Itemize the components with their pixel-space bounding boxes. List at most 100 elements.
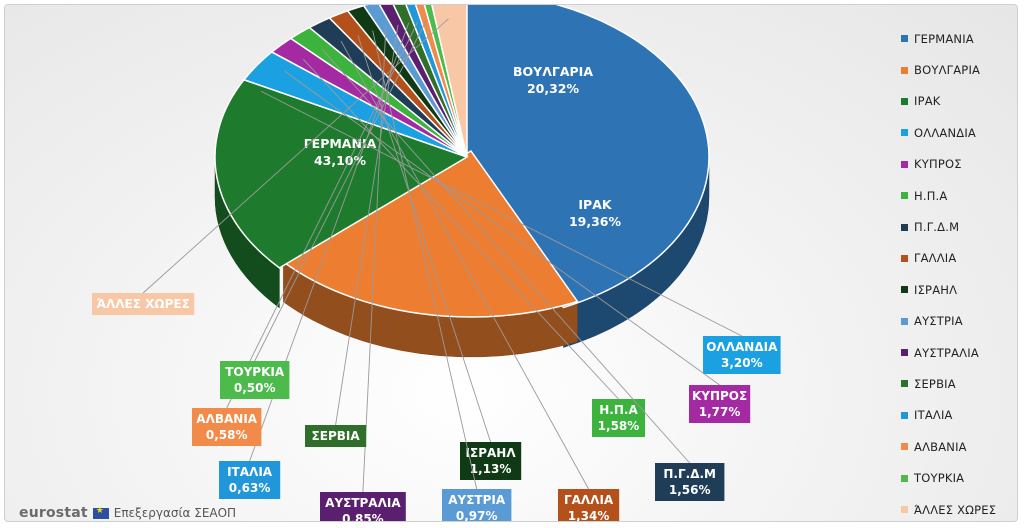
legend-label: ΑΥΣΤΡΑΛΙΑ bbox=[914, 345, 979, 360]
legend-item-π.γ.δ.μ[interactable]: Π.Γ.Δ.Μ bbox=[901, 211, 1017, 242]
legend-label: ΙΡΑΚ bbox=[914, 94, 941, 109]
footer: eurostat Επεξεργασία ΣΕΑΟΠ bbox=[19, 505, 236, 521]
callout-label-σερβια: ΣΕΡΒΙΑ bbox=[312, 429, 361, 443]
legend-item-γαλλια[interactable]: ΓΑΛΛΙΑ bbox=[901, 243, 1017, 274]
callout-value-τουρκια: 0,50% bbox=[234, 381, 276, 395]
pie-chart: ΓΕΡΜΑΝΙΑ43,10%ΒΟΥΛΓΑΡΙΑ20,32%ΙΡΑΚ19,36%Ο… bbox=[92, 5, 781, 522]
legend-item-άλλες χωρες[interactable]: ΆΛΛΕΣ ΧΩΡΕΣ bbox=[901, 494, 1017, 521]
callout-label-ιταλια: ΙΤΑΛΙΑ bbox=[227, 465, 273, 479]
callout-label-γαλλια: ΓΑΛΛΙΑ bbox=[564, 493, 614, 507]
callout-box-άλλες χωρες bbox=[92, 293, 195, 315]
pie-slice-αυστρια[interactable] bbox=[362, 5, 468, 158]
legend-item-αυστραλια[interactable]: ΑΥΣΤΡΑΛΙΑ bbox=[901, 337, 1017, 368]
legend-swatch bbox=[901, 35, 908, 43]
leader-line-γαλλια bbox=[340, 40, 589, 490]
callout-label-αυστρια: ΑΥΣΤΡΙΑ bbox=[448, 493, 506, 507]
legend: ΓΕΡΜΑΝΙΑ ΒΟΥΛΓΑΡΙΑ ΙΡΑΚ ΟΛΛΑΝΔΙΑ ΚΥΠΡΟΣ Η.Π.Α… bbox=[901, 23, 1017, 521]
legend-swatch bbox=[901, 380, 908, 388]
slice-value-ιρακ: 19,36% bbox=[569, 214, 622, 229]
legend-label: ΙΤΑΛΙΑ bbox=[914, 408, 953, 423]
callout-box-σερβια bbox=[305, 425, 367, 447]
legend-item-η.π.α[interactable]: Η.Π.Α bbox=[901, 180, 1017, 211]
leader-line-αυστραλια bbox=[362, 27, 387, 493]
legend-swatch bbox=[901, 349, 908, 357]
callout-box-κυπρος bbox=[689, 385, 751, 423]
callout-value-αυστραλια: 0,85% bbox=[342, 512, 384, 522]
slice-label-βουλγαρια: ΒΟΥΛΓΑΡΙΑ bbox=[513, 64, 593, 79]
legend-item-ολλανδια[interactable]: ΟΛΛΑΝΔΙΑ bbox=[901, 117, 1017, 148]
legend-item-γερμανια[interactable]: ΓΕΡΜΑΝΙΑ bbox=[901, 23, 1017, 54]
slice-label-γερμανια: ΓΕΡΜΑΝΙΑ bbox=[304, 136, 377, 151]
legend-item-βουλγαρια[interactable]: ΒΟΥΛΓΑΡΙΑ bbox=[901, 54, 1017, 85]
legend-item-αλβανια[interactable]: ΑΛΒΑΝΙΑ bbox=[901, 431, 1017, 462]
leader-line-σερβια bbox=[335, 24, 399, 426]
legend-label: Η.Π.Α bbox=[914, 188, 948, 203]
legend-item-ισραηλ[interactable]: ΙΣΡΑΗΛ bbox=[901, 274, 1017, 305]
legend-swatch bbox=[901, 474, 908, 482]
pie-slice-άλλες χωρες[interactable] bbox=[429, 5, 468, 158]
slice-label-ιρακ: ΙΡΑΚ bbox=[578, 197, 612, 212]
legend-swatch bbox=[901, 317, 908, 325]
legend-swatch bbox=[901, 254, 908, 262]
pie-slice-ιρακ[interactable] bbox=[214, 78, 469, 269]
legend-swatch bbox=[901, 66, 908, 74]
legend-swatch bbox=[901, 506, 908, 514]
callout-box-ολλανδια bbox=[703, 336, 781, 374]
pie-slice-τουρκια[interactable] bbox=[421, 5, 468, 158]
callout-label-π.γ.δ.μ: Π.Γ.Δ.Μ bbox=[663, 467, 716, 481]
callout-label-ισραηλ: ΙΣΡΑΗΛ bbox=[466, 446, 517, 460]
callout-value-η.π.α: 1,58% bbox=[598, 419, 640, 433]
pie-slice-σερβια[interactable] bbox=[391, 5, 468, 158]
legend-item-ιρακ[interactable]: ΙΡΑΚ bbox=[901, 86, 1017, 117]
legend-item-τουρκια[interactable]: ΤΟΥΡΚΙΑ bbox=[901, 462, 1017, 493]
callout-value-αλβανια: 0,58% bbox=[206, 428, 248, 442]
callout-value-ιταλια: 0,63% bbox=[229, 481, 271, 495]
legend-swatch bbox=[901, 192, 908, 200]
callout-value-γαλλια: 1,34% bbox=[568, 509, 610, 522]
legend-swatch bbox=[901, 97, 908, 105]
leader-line-αυστρια bbox=[372, 30, 478, 490]
legend-item-αυστρια[interactable]: ΑΥΣΤΡΙΑ bbox=[901, 306, 1017, 337]
legend-label: Π.Γ.Δ.Μ bbox=[914, 220, 960, 235]
legend-label: ΒΟΥΛΓΑΡΙΑ bbox=[914, 63, 981, 78]
callout-value-κυπρος: 1,77% bbox=[699, 405, 741, 419]
callout-value-ισραηλ: 1,13% bbox=[470, 462, 512, 476]
callout-label-τουρκια: ΤΟΥΡΚΙΑ bbox=[225, 365, 285, 379]
legend-label: ΑΥΣΤΡΙΑ bbox=[914, 314, 963, 329]
eu-flag-icon bbox=[92, 506, 109, 519]
callout-box-π.γ.δ.μ bbox=[655, 463, 725, 501]
callout-label-αυστραλια: ΑΥΣΤΡΑΛΙΑ bbox=[325, 496, 401, 510]
legend-label: ΓΕΡΜΑΝΙΑ bbox=[914, 31, 974, 46]
legend-swatch bbox=[901, 223, 908, 231]
callout-value-π.γ.δ.μ: 1,56% bbox=[669, 483, 711, 497]
legend-label: ΆΛΛΕΣ ΧΩΡΕΣ bbox=[914, 502, 997, 517]
callout-box-αλβανια bbox=[192, 408, 262, 446]
legend-item-σερβια[interactable]: ΣΕΡΒΙΑ bbox=[901, 368, 1017, 399]
legend-item-ιταλια[interactable]: ΙΤΑΛΙΑ bbox=[901, 400, 1017, 431]
legend-swatch bbox=[901, 160, 908, 168]
slice-value-βουλγαρια: 20,32% bbox=[527, 81, 580, 96]
legend-item-κυπρος[interactable]: ΚΥΠΡΟΣ bbox=[901, 149, 1017, 180]
callout-box-τουρκια bbox=[220, 361, 290, 399]
leader-line-τουρκια bbox=[254, 20, 427, 362]
leader-line-η.π.α bbox=[302, 58, 619, 400]
callout-box-αυστρια bbox=[442, 489, 512, 521]
chart-frame: ΓΕΡΜΑΝΙΑ 43,10% ΒΟΥΛΓΑΡΙΑ 20,32% ΙΡΑΚ 19,36% Ο… bbox=[4, 4, 1018, 522]
legend-swatch bbox=[901, 443, 908, 451]
callout-label-κυπρος: ΚΥΠΡΟΣ bbox=[692, 389, 747, 403]
legend-label: ΚΥΠΡΟΣ bbox=[914, 157, 962, 172]
leader-line-κυπρος bbox=[284, 70, 720, 386]
callout-label-αλβανια: ΑΛΒΑΝΙΑ bbox=[196, 412, 258, 426]
callout-value-ολλανδια: 3,20% bbox=[721, 356, 763, 370]
leader-line-ολλανδια bbox=[260, 90, 743, 337]
legend-label: ΙΣΡΑΗΛ bbox=[914, 282, 958, 297]
callout-value-αυστρια: 0,97% bbox=[456, 509, 498, 522]
eurostat-logo: eurostat bbox=[19, 505, 88, 521]
legend-swatch bbox=[901, 411, 908, 419]
legend-label: ΓΑΛΛΙΑ bbox=[914, 251, 957, 266]
callout-label-ολλανδια: ΟΛΛΑΝΔΙΑ bbox=[706, 340, 778, 354]
callout-box-γαλλια bbox=[558, 489, 620, 521]
legend-swatch bbox=[901, 129, 908, 137]
data-labels: ΓΕΡΜΑΝΙΑ43,10%ΒΟΥΛΓΑΡΙΑ20,32%ΙΡΑΚ19,36%Ο… bbox=[92, 18, 781, 522]
callout-box-ιταλια bbox=[219, 461, 281, 499]
